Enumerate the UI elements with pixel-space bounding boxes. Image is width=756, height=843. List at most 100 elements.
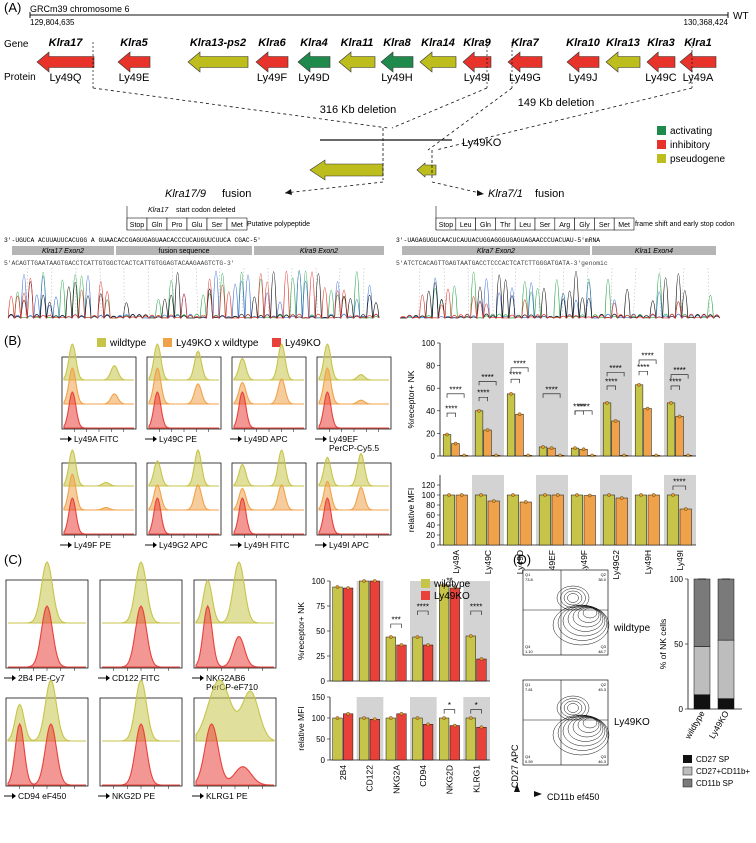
chart-bar [449,725,460,761]
codon-label: Thr [500,222,511,229]
chart-bar [332,717,343,761]
deletion-1-label: 316 Kb deletion [320,104,396,116]
histogram-c-0-axis-arrowhead [12,675,16,681]
panel-d-yaxis: CD27 APC [510,744,520,788]
quadrant-label: Q1 [525,682,531,687]
chart-y-tick-label: 80 [426,362,435,371]
chart-y-tick-label: 25 [316,652,325,661]
codon-label: Gly [579,222,590,229]
chart-x-label: Ly49A [451,550,461,574]
chart-point [453,723,457,728]
chart-y-label: relative MFI [406,488,416,532]
fusion1-start-note: start codon deleted [176,207,236,214]
gene-arrow [117,51,151,73]
codon-label: Stop [130,222,145,229]
chart-bar [423,644,434,682]
panel-c-legend: wildtype Ly49KO [421,579,471,602]
histogram-b-5-trace [148,448,219,487]
fusion1-arrow [284,181,384,194]
panel-d-legend: CD27 SP CD27+CD11b+ CD11b SP [682,755,750,788]
chart-sig-bracket [672,485,687,490]
chart-point [477,409,481,413]
codon-label: Gln [480,222,491,229]
panel-d-xaxis-arrow [534,791,542,797]
chart-point [447,493,451,497]
codon-label: Glu [192,222,203,229]
gene-arrow [255,51,289,73]
chart-sig-bracket [417,610,429,615]
chart-stacked-segment [717,578,735,641]
chart-bar [583,495,596,546]
quadrant-label: Q1 [525,572,531,577]
panel-d-stacked-chart: 0 50 100 % of NK cells wildtype Ly49KO [658,575,742,741]
chart-bar [611,420,620,457]
gene-arrow [462,51,492,73]
contour-ring [572,606,602,628]
chart-point [605,401,609,405]
panel-a: (A) GRCm39 chromosome 6 WT 129,804,635 1… [4,0,749,319]
gene-name: Klra17 [49,37,84,49]
contour-ring [556,695,590,721]
gene-arrow [566,51,600,73]
chromatogram-guide [241,267,245,319]
chart-point [415,635,420,639]
chart-sig-bracket [470,610,482,615]
chart-y-tick-label: 100 [312,714,326,723]
chart-bar [385,717,396,761]
histogram-b-2-trace [233,378,304,405]
chart-y-tick-label: 40 [426,407,435,416]
chart-x-label: NKG2A [391,765,401,794]
chart-point [426,722,430,727]
chart-y-tick-label: 100 [422,339,436,348]
chart-x-label: NKG2D [445,765,455,794]
chart-y-tick-label: 20 [426,531,435,540]
contour-ring [557,605,608,641]
chart-point [479,657,484,661]
chromatogram-guide [467,267,469,319]
chart-bar [506,494,519,546]
chart-bar [332,586,343,682]
chart-bar [474,410,484,457]
fusion1-bar-right-label: Klra9 Exon2 [300,248,338,255]
chart-y-tick-label: 60 [426,511,435,520]
fusion2-bar-right [592,246,716,255]
chart-point [645,406,650,411]
chart-bar [487,500,500,546]
fusion2-arrow [431,181,481,194]
row-label-gene: Gene [4,39,29,50]
chart-point [639,493,643,497]
chart-point [590,453,594,458]
codon-box [613,217,635,231]
histogram-c-4-axis-arrowhead [106,793,110,799]
histogram-c-4-axis-label: NKG2D PE [112,791,155,801]
contour-ring [552,714,610,756]
fusion2-chromatogram [399,267,721,319]
panel-d-xaxis: CD11b ef450 [547,792,599,802]
gene-name: Klra13-ps2 [190,37,246,49]
panel-d-contours: Q173.8Q238.0Q348.7Q41.10Q17.81Q245.3Q346… [522,569,610,766]
chart-point [549,446,554,450]
chromatogram-guide [561,267,565,319]
chart-y-tick-label: 20 [426,429,435,438]
chart-point [445,432,449,437]
chart-bar [359,717,370,761]
chromatogram-guide [513,267,517,319]
chart-point [389,635,393,639]
fusion1-codons: Stop Gln Pro Glu Ser Met [126,206,248,231]
chart-stacked-segment [717,698,735,710]
contour-ring [567,703,579,713]
codon-label: Stop [439,222,454,229]
chart-stacked-segment [717,639,735,699]
chart-sig-label: **** [417,603,429,612]
chart-bar [442,494,455,546]
chart-bar [602,494,615,546]
chart-bar [515,413,524,457]
contour-ring [562,715,606,747]
chart-y-tick-label: 0 [679,705,684,714]
fusion1-start-gene: Klra17 [148,207,169,214]
chart-y-tick-label: 50 [316,735,325,744]
histogram-c-5-trace [195,679,275,742]
fusion2-arrowhead [477,190,484,196]
histogram-c-3-trace [7,722,86,786]
chart-point [541,445,545,449]
